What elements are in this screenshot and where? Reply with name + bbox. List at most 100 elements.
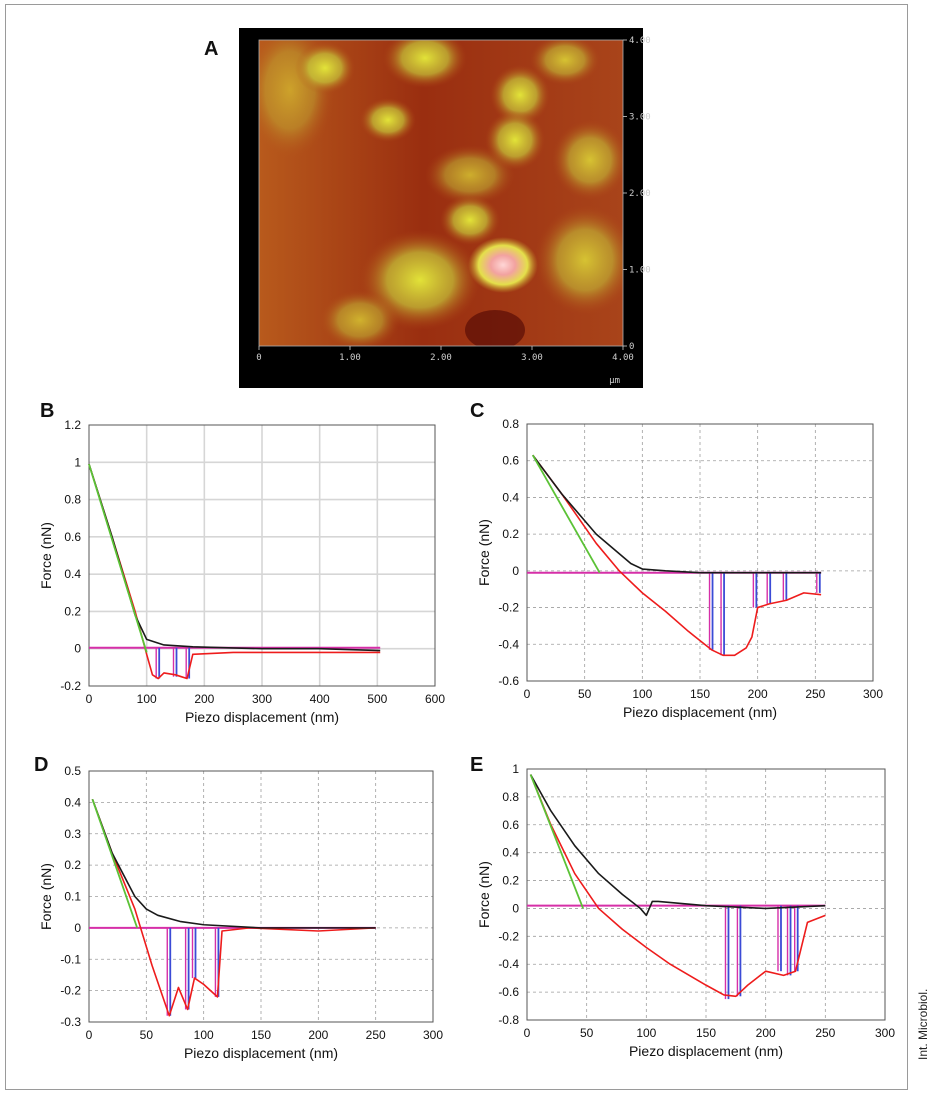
x-tick-label: 300 <box>423 1028 443 1042</box>
y-tick-label: 0.2 <box>64 604 81 618</box>
x-tick-label: 200 <box>308 1028 328 1042</box>
panel-letter-b: B <box>40 400 55 422</box>
plot-frame <box>526 423 874 682</box>
x-tick-label: 100 <box>636 1026 656 1040</box>
plot-frame <box>88 770 434 1023</box>
y-tick-label: 0.6 <box>64 530 81 544</box>
y-tick-label: 0.6 <box>502 818 519 832</box>
y-axis-label: Force (nN) <box>38 863 54 930</box>
y-tick-label: -0.2 <box>60 679 81 693</box>
afm-y-tick-label: 4.00 <box>629 36 651 46</box>
plot-frame <box>88 424 436 687</box>
x-tick-label: 500 <box>367 692 387 706</box>
retract-curve <box>532 454 822 657</box>
x-tick-label: 200 <box>194 692 214 706</box>
y-tick-label: 0.4 <box>64 795 81 809</box>
y-axis-label: Force (nN) <box>476 519 492 586</box>
y-tick-label: 0.5 <box>64 764 81 778</box>
x-tick-label: 250 <box>805 687 825 701</box>
y-tick-label: 1 <box>74 455 81 469</box>
x-tick-label: 50 <box>140 1028 154 1042</box>
y-tick-label: 1 <box>512 762 519 776</box>
x-tick-label: 0 <box>524 1026 531 1040</box>
afm-y-tick-label: 1.00 <box>629 266 651 276</box>
x-tick-label: 300 <box>875 1026 895 1040</box>
x-tick-label: 300 <box>252 692 272 706</box>
contact-fit-line <box>91 798 139 929</box>
x-tick-label: 250 <box>815 1026 835 1040</box>
x-tick-label: 150 <box>251 1028 271 1042</box>
y-tick-label: -0.8 <box>498 1013 519 1027</box>
panel-letter-d: D <box>34 754 49 776</box>
y-tick-label: 0.2 <box>502 874 519 888</box>
contact-fit-line <box>88 463 148 653</box>
x-tick-label: 50 <box>578 687 592 701</box>
y-tick-label: 0.4 <box>502 846 519 860</box>
y-tick-label: 0 <box>512 901 519 915</box>
force-curve-chart-b: 0 100 200 300 400 500 600 -0.2 0 0.2 0.4 0.6 0.8 1 1.2… <box>38 418 445 725</box>
afm-x-tick-label: 1.00 <box>339 353 361 363</box>
y-tick-label: -0.2 <box>60 984 81 998</box>
y-tick-label: 0 <box>74 921 81 935</box>
afm-x-tick-label: 0 <box>256 353 261 363</box>
y-tick-label: 0.4 <box>502 490 519 504</box>
panel-letter-a: A <box>204 38 219 60</box>
x-tick-label: 150 <box>690 687 710 701</box>
y-tick-label: 0.6 <box>502 454 519 468</box>
retract-curve <box>91 798 376 1017</box>
x-tick-label: 100 <box>137 692 157 706</box>
y-tick-label: 0.8 <box>502 790 519 804</box>
plot-frame <box>526 768 886 1021</box>
y-tick-label: 0.1 <box>64 890 81 904</box>
x-tick-label: 200 <box>756 1026 776 1040</box>
journal-credit: Int. Microbiol. <box>916 988 928 1060</box>
y-tick-label: 0.2 <box>64 858 81 872</box>
x-axis-label: Piezo displacement (nm) <box>623 704 777 720</box>
x-axis-label: Piezo displacement (nm) <box>629 1043 783 1059</box>
afm-x-tick-label: 3.00 <box>521 353 543 363</box>
y-tick-label: -0.4 <box>498 637 519 651</box>
y-tick-label: 0.8 <box>64 493 81 507</box>
y-tick-label: 0.3 <box>64 827 81 841</box>
x-tick-label: 300 <box>863 687 883 701</box>
y-tick-label: -0.2 <box>498 601 519 615</box>
x-axis-label: Piezo displacement (nm) <box>184 1045 338 1061</box>
y-axis-label: Force (nN) <box>38 522 54 589</box>
afm-y-tick-label: 2.00 <box>629 189 651 199</box>
plot-area <box>527 769 885 1020</box>
x-tick-label: 200 <box>748 687 768 701</box>
afm-height-map <box>259 40 623 346</box>
approach-curve <box>91 798 376 929</box>
x-tick-label: 0 <box>524 687 531 701</box>
y-tick-label: 1.2 <box>64 418 81 432</box>
panel-letter-c: C <box>470 400 485 422</box>
afm-x-tick-label: 2.00 <box>430 353 452 363</box>
x-tick-label: 600 <box>425 692 445 706</box>
x-tick-label: 50 <box>580 1026 594 1040</box>
contact-fit-line <box>531 454 601 574</box>
y-tick-label: -0.4 <box>498 957 519 971</box>
y-tick-label: 0 <box>74 642 81 656</box>
approach-curve <box>532 454 822 574</box>
y-tick-label: -0.2 <box>498 929 519 943</box>
force-curve-chart-c: 0 50 100 150 200 250 300 -0.6 -0.4 -0.2 0 0.2 0.4 0.6… <box>476 417 883 720</box>
force-curve-chart-e: 0 50 100 150 200 250 300 -0.8 -0.6 -0.4 -0.2 0 0.2 0.… <box>476 762 895 1059</box>
x-tick-label: 0 <box>86 1028 93 1042</box>
afm-y-tick-label: 3.00 <box>629 113 651 123</box>
y-tick-label: -0.6 <box>498 985 519 999</box>
figure-frame <box>5 4 908 1090</box>
approach-curve <box>529 774 826 917</box>
y-axis-label: Force (nN) <box>476 861 492 928</box>
x-tick-label: 100 <box>632 687 652 701</box>
x-tick-label: 100 <box>194 1028 214 1042</box>
x-tick-label: 250 <box>366 1028 386 1042</box>
contact-fit-line <box>529 774 584 909</box>
plot-area <box>89 771 433 1022</box>
x-tick-label: 400 <box>310 692 330 706</box>
y-tick-label: 0.8 <box>502 417 519 431</box>
force-curve-chart-d: 0 50 100 150 200 250 300 -0.3 -0.2 -0.1 0 0.1 0.2 0.3… <box>38 764 443 1061</box>
x-axis-label: Piezo displacement (nm) <box>185 709 339 725</box>
